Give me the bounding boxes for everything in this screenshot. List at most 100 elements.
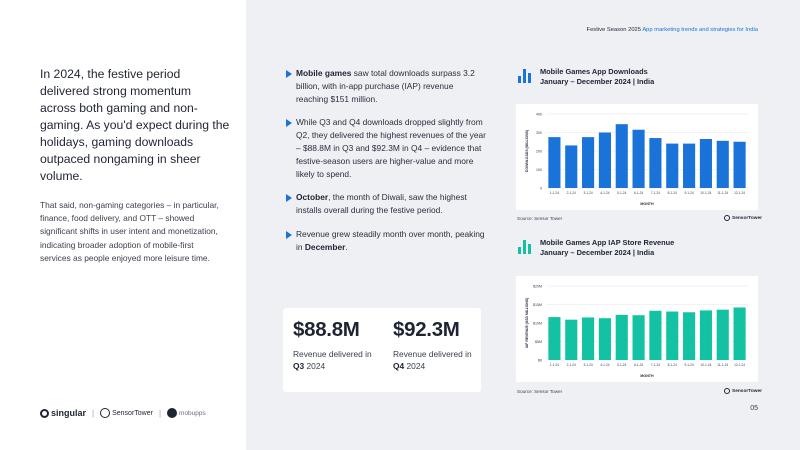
x-tick-label: 7-1-24 xyxy=(651,191,660,195)
bar xyxy=(716,140,729,188)
x-tick-label: 10-1-24 xyxy=(700,191,711,195)
chart-subtitle: January – December 2024 | India xyxy=(540,248,655,257)
x-tick-label: 8-1-24 xyxy=(668,191,677,195)
x-tick-label: 6-1-24 xyxy=(634,363,643,367)
x-tick-label: 9-1-24 xyxy=(684,191,693,195)
bar xyxy=(632,129,645,188)
y-tick-label: $15M xyxy=(533,303,542,307)
bar xyxy=(565,145,578,188)
triangle-bullet-icon xyxy=(286,119,292,128)
triangle-bullet-icon xyxy=(286,194,292,203)
x-tick-label: 12-1-24 xyxy=(734,363,745,367)
x-tick-label: 4-1-24 xyxy=(600,191,609,195)
bullet-item: Revenue grew steadily month over month, … xyxy=(286,228,486,254)
y-axis-label: IAP REVENUE (USD MILLIONS) xyxy=(525,298,529,348)
y-tick-label: $10M xyxy=(533,322,542,326)
mobupps-logo: mobupps xyxy=(167,408,206,418)
singular-mark-icon xyxy=(40,408,49,418)
singular-logo: singular xyxy=(40,408,86,418)
bar xyxy=(548,317,561,360)
stat-q3: $88.8M Revenue delivered in Q3 2024 xyxy=(293,318,383,372)
y-tick-label: 400 xyxy=(536,113,542,117)
bullet-item: October, the month of Diwali, saw the hi… xyxy=(286,191,486,217)
bar xyxy=(649,310,662,360)
bar xyxy=(716,309,729,360)
stat-label: Revenue delivered in Q3 2024 xyxy=(293,349,372,371)
chart-source: Source: Sensor Tower xyxy=(517,389,563,394)
bar xyxy=(666,143,679,188)
headline: In 2024, the festive period delivered st… xyxy=(40,67,230,183)
bar xyxy=(733,141,746,188)
bar xyxy=(615,314,628,360)
bar-chart-icon xyxy=(518,240,532,254)
bar xyxy=(683,312,696,360)
x-tick-label: 2-1-24 xyxy=(567,191,576,195)
downloads-chart: 0 100 200 300 400 1-1-24 2-1-24 3-1-24 4-1-24 5-1… xyxy=(516,104,758,210)
x-tick-label: 5-1-24 xyxy=(617,191,626,195)
chart-source: Source: Sensor Tower xyxy=(517,216,563,221)
page-number: 05 xyxy=(750,405,758,412)
x-tick-label: 1-1-24 xyxy=(550,191,559,195)
y-tick-label: $5M xyxy=(535,340,542,344)
x-tick-label: 11-1-24 xyxy=(717,191,728,195)
sensortower-mark-icon xyxy=(724,388,730,394)
bullet-item: While Q3 and Q4 downloads dropped slight… xyxy=(286,116,486,180)
y-axis-label: DOWNLOADS (MILLIONS) xyxy=(525,130,529,172)
y-tick-label: $20M xyxy=(533,285,542,289)
bar xyxy=(598,318,611,360)
bar xyxy=(683,143,696,188)
x-tick-label: 5-1-24 xyxy=(617,363,626,367)
chart-title: Mobile Games App Downloads xyxy=(540,67,648,76)
x-tick-label: 10-1-24 xyxy=(700,363,711,367)
y-tick-label: $0 xyxy=(538,359,542,363)
partner-logos: singular | SensorTower | mobupps xyxy=(40,404,206,422)
mobupps-mark-icon xyxy=(167,408,178,418)
downloads-chart-header: Mobile Games App Downloads January – Dec… xyxy=(518,67,654,87)
revenue-chart-svg: $0 $5M $10M $15M $20M 1-1-24 2-1-24 3-1-24 4-1-2… xyxy=(525,285,748,378)
bullet-list: Mobile games saw total downloads surpass… xyxy=(286,67,486,265)
x-axis-label: MONTH xyxy=(640,202,654,206)
bullet-item: Mobile games saw total downloads surpass… xyxy=(286,67,486,105)
x-tick-label: 3-1-24 xyxy=(583,363,592,367)
subtext: That said, non-gaming categories – in pa… xyxy=(40,200,219,263)
chart-title: Mobile Games App IAP Store Revenue xyxy=(540,238,675,247)
bar xyxy=(699,138,712,188)
y-tick-label: 100 xyxy=(536,168,542,172)
stat-label: Revenue delivered in Q4 2024 xyxy=(393,349,472,371)
bar xyxy=(632,315,645,360)
y-tick-label: 300 xyxy=(536,131,542,135)
revenue-chart-header: Mobile Games App IAP Store Revenue Janua… xyxy=(518,238,674,258)
x-tick-label: 3-1-24 xyxy=(583,191,592,195)
bar-chart-icon xyxy=(518,69,532,83)
sensortower-mark-icon xyxy=(100,408,111,418)
stat-q4: $92.3M Revenue delivered in Q4 2024 xyxy=(393,318,478,372)
bar xyxy=(699,310,712,360)
y-tick-label: 200 xyxy=(536,150,542,154)
x-tick-label: 6-1-24 xyxy=(634,191,643,195)
x-tick-label: 7-1-24 xyxy=(651,363,660,367)
sensortower-logo: SensorTower xyxy=(100,408,153,418)
x-tick-label: 1-1-24 xyxy=(550,363,559,367)
triangle-bullet-icon xyxy=(286,230,292,239)
bar xyxy=(598,132,611,188)
x-tick-label: 12-1-24 xyxy=(734,191,745,195)
stat-value: $88.8M xyxy=(293,318,360,341)
revenue-chart: $0 $5M $10M $15M $20M 1-1-24 2-1-24 3-1-24 4-1-2… xyxy=(516,276,758,382)
bar xyxy=(615,124,628,188)
x-tick-label: 8-1-24 xyxy=(668,363,677,367)
bar xyxy=(565,319,578,360)
bar xyxy=(649,138,662,188)
sensortower-small-logo: SensorTower xyxy=(724,388,762,394)
left-panel xyxy=(0,0,246,450)
bar xyxy=(733,307,746,360)
triangle-bullet-icon xyxy=(286,70,292,78)
bar xyxy=(548,137,561,188)
x-tick-label: 9-1-24 xyxy=(684,363,693,367)
x-tick-label: 11-1-24 xyxy=(717,363,728,367)
x-axis-label: MONTH xyxy=(640,374,654,378)
sensortower-small-logo: SensorTower xyxy=(724,215,762,221)
downloads-chart-svg: 0 100 200 300 400 1-1-24 2-1-24 3-1-24 4-1-24 5-1… xyxy=(525,113,748,206)
bar xyxy=(582,317,595,360)
sensortower-mark-icon xyxy=(724,215,730,221)
x-tick-label: 2-1-24 xyxy=(567,363,576,367)
